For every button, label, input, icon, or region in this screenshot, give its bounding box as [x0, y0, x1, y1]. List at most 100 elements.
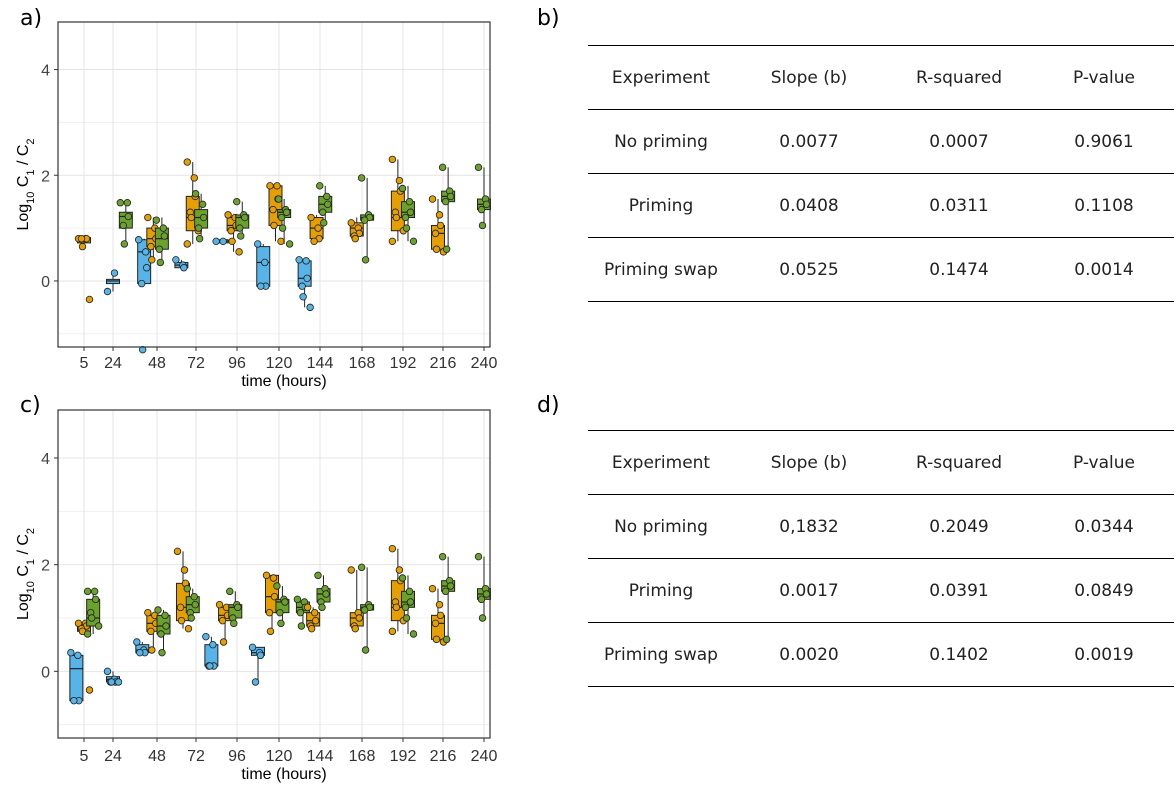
table-row: Priming swap 0.0020 0.1402 0.0019 [588, 623, 1174, 687]
box-a-17 [316, 182, 333, 227]
box-c-3 [103, 667, 123, 686]
data-point [409, 630, 418, 638]
data-point [262, 571, 271, 580]
y-axis-label: Log10 C1 / C2 [15, 528, 37, 620]
data-point [285, 240, 294, 248]
data-point [277, 213, 286, 222]
data-point [314, 224, 322, 232]
data-point [347, 219, 355, 227]
data-point [77, 234, 86, 243]
box-c-14 [273, 582, 290, 628]
panel-label-a: a) [20, 6, 43, 31]
data-point [228, 237, 236, 246]
data-point [436, 611, 445, 620]
box-a-5 [152, 216, 169, 267]
data-point [303, 274, 311, 283]
data-point [180, 264, 188, 272]
box-body [256, 246, 271, 287]
data-point [74, 651, 82, 660]
stats-table-d: Experiment Slope (b) R-squared P-value No pr… [588, 430, 1174, 687]
table-header-row: Experiment Slope (b) R-squared P-value [588, 430, 1174, 495]
data-point [133, 638, 141, 646]
data-point [478, 221, 487, 230]
data-point [147, 242, 155, 251]
data-point [103, 287, 112, 296]
box-c-12 [248, 643, 265, 686]
data-point [347, 566, 355, 574]
y-tick-label: 2 [41, 168, 50, 185]
data-point [297, 622, 306, 630]
x-tick-label: 5 [80, 355, 89, 372]
table-header-cell: Slope (b) [770, 452, 848, 473]
table-row: No priming 0.0077 0.0007 0.9061 [588, 110, 1174, 174]
x-tick-label: 24 [104, 748, 122, 765]
y-tick-label: 0 [41, 664, 50, 681]
data-point [154, 606, 162, 614]
table-cell: 0.0019 [1074, 644, 1134, 665]
data-point [158, 648, 166, 657]
box-c-9 [202, 632, 219, 670]
data-point [90, 587, 99, 596]
data-point [441, 197, 450, 206]
data-point [432, 635, 441, 644]
data-point [395, 566, 404, 574]
data-point [124, 212, 133, 221]
data-point [266, 182, 274, 190]
data-point [134, 236, 143, 244]
data-point [298, 282, 306, 290]
x-tick-label: 48 [148, 355, 166, 372]
box-a-1 [103, 269, 120, 296]
box-c-20 [388, 544, 408, 636]
box-c-19 [357, 563, 375, 654]
data-point [218, 616, 227, 625]
data-point [276, 608, 284, 617]
data-point [392, 603, 401, 612]
box-c-21 [398, 574, 418, 638]
data-point [173, 547, 182, 556]
table-cell: 0.0017 [779, 580, 839, 601]
data-point [299, 293, 307, 301]
box-body [69, 654, 84, 702]
table-cell: 0.1474 [929, 259, 989, 280]
data-point [215, 600, 224, 609]
data-point [477, 205, 486, 214]
table-header-cell: Experiment [611, 452, 711, 473]
box-c-16 [303, 603, 321, 633]
data-point [183, 584, 191, 593]
table-cell: 0.0391 [929, 580, 989, 601]
data-point [357, 174, 366, 182]
data-point [152, 216, 161, 224]
data-point [405, 197, 414, 206]
data-point [388, 237, 397, 246]
data-point [187, 614, 195, 622]
box-a-19 [357, 174, 375, 264]
data-point [91, 595, 100, 604]
table-row: Priming 0.0017 0.0391 0.0849 [588, 559, 1174, 623]
data-point [401, 603, 410, 612]
data-point [180, 566, 189, 574]
data-point [234, 603, 242, 612]
box-c-13 [262, 571, 279, 636]
data-point [277, 619, 285, 628]
panel-label-d: d) [537, 393, 560, 418]
box-c-6 [154, 606, 171, 657]
data-point [257, 282, 265, 290]
data-point [357, 563, 366, 572]
data-point [282, 208, 291, 216]
y-axis-label: Log10 C1 / C2 [15, 138, 37, 230]
data-point [406, 208, 415, 216]
data-point [478, 614, 487, 622]
data-point [392, 213, 401, 222]
data-point [119, 221, 128, 230]
data-point [190, 592, 198, 601]
data-point [177, 616, 186, 625]
x-tick-label: 192 [390, 355, 417, 372]
data-point [144, 608, 152, 617]
stats-table-b: Experiment Slope (b) R-squared P-value No pr… [588, 45, 1174, 302]
data-point [405, 587, 414, 596]
table-cell: 0.0020 [779, 644, 839, 665]
data-point [406, 598, 415, 606]
data-point [67, 648, 75, 657]
box-body [431, 224, 445, 250]
data-point [266, 627, 275, 636]
